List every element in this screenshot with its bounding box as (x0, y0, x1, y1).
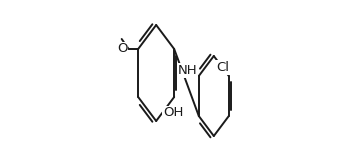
Text: O: O (117, 42, 128, 56)
Text: NH: NH (178, 64, 198, 77)
Text: Cl: Cl (216, 61, 229, 74)
Text: OH: OH (163, 107, 184, 119)
